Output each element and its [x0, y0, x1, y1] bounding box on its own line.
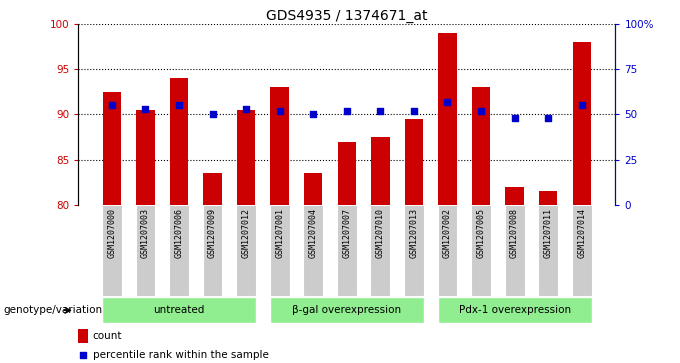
Point — [78, 352, 88, 358]
Bar — [170, 78, 188, 205]
Bar — [169, 205, 189, 296]
Text: GSM1207011: GSM1207011 — [544, 208, 553, 258]
Bar — [505, 187, 524, 205]
Bar — [472, 87, 490, 205]
Text: GSM1207004: GSM1207004 — [309, 208, 318, 258]
Text: GSM1207007: GSM1207007 — [342, 208, 352, 258]
Point — [509, 115, 520, 121]
Bar — [203, 205, 222, 296]
Bar — [405, 119, 423, 205]
Point — [543, 115, 554, 121]
Text: GSM1207010: GSM1207010 — [376, 208, 385, 258]
Bar — [303, 205, 323, 296]
Point — [375, 108, 386, 114]
Bar — [271, 87, 289, 205]
Bar — [103, 92, 121, 205]
Bar — [438, 297, 592, 323]
Text: GSM1207003: GSM1207003 — [141, 208, 150, 258]
Bar — [337, 205, 357, 296]
Bar — [102, 297, 256, 323]
Text: GSM1207008: GSM1207008 — [510, 208, 519, 258]
Bar — [304, 174, 322, 205]
Bar — [539, 205, 558, 296]
Text: GSM1207014: GSM1207014 — [577, 208, 586, 258]
Bar — [270, 205, 290, 296]
Point — [442, 99, 453, 105]
Text: GSM1207009: GSM1207009 — [208, 208, 217, 258]
Point — [140, 106, 151, 112]
Text: genotype/variation: genotype/variation — [3, 305, 103, 315]
Text: GSM1207000: GSM1207000 — [107, 208, 116, 258]
Point — [409, 108, 420, 114]
Bar — [404, 205, 424, 296]
Point — [341, 108, 352, 114]
Text: untreated: untreated — [153, 305, 205, 315]
Text: GSM1207005: GSM1207005 — [477, 208, 486, 258]
Bar — [337, 142, 356, 205]
Title: GDS4935 / 1374671_at: GDS4935 / 1374671_at — [266, 9, 428, 23]
Bar — [78, 330, 88, 343]
Bar — [573, 42, 591, 205]
Point — [241, 106, 252, 112]
Text: percentile rank within the sample: percentile rank within the sample — [92, 350, 269, 360]
Bar — [135, 205, 155, 296]
Point — [308, 111, 319, 117]
Bar — [203, 174, 222, 205]
Bar — [371, 205, 390, 296]
Bar — [237, 110, 255, 205]
Text: GSM1207012: GSM1207012 — [241, 208, 251, 258]
Text: GSM1207002: GSM1207002 — [443, 208, 452, 258]
Text: GSM1207001: GSM1207001 — [275, 208, 284, 258]
Text: Pdx-1 overexpression: Pdx-1 overexpression — [458, 305, 571, 315]
Text: β-gal overexpression: β-gal overexpression — [292, 305, 401, 315]
Bar — [438, 205, 458, 296]
Bar — [102, 205, 122, 296]
Bar — [136, 110, 154, 205]
Point — [106, 102, 117, 108]
Bar — [539, 192, 558, 205]
Bar — [371, 137, 390, 205]
Point — [173, 102, 184, 108]
Bar — [270, 297, 424, 323]
Text: GSM1207013: GSM1207013 — [409, 208, 418, 258]
Point — [475, 108, 486, 114]
Bar — [505, 205, 524, 296]
Bar — [439, 33, 457, 205]
Text: GSM1207006: GSM1207006 — [175, 208, 184, 258]
Bar — [236, 205, 256, 296]
Bar — [572, 205, 592, 296]
Point — [207, 111, 218, 117]
Bar — [471, 205, 491, 296]
Point — [274, 108, 285, 114]
Text: count: count — [92, 331, 122, 341]
Point — [577, 102, 588, 108]
